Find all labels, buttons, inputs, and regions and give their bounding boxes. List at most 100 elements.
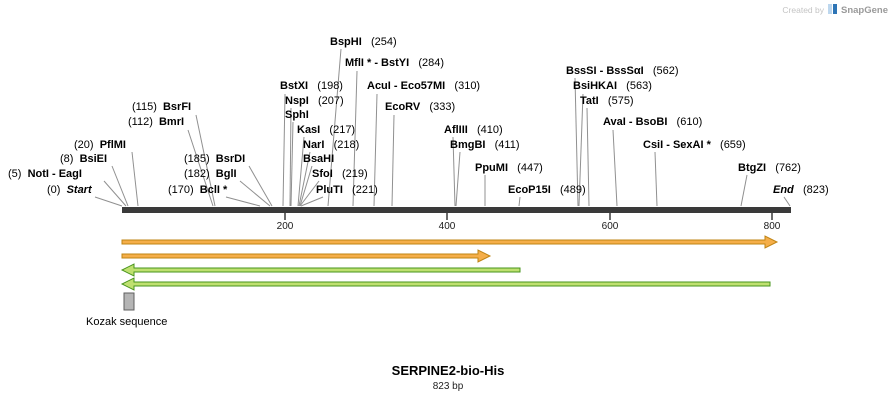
site-label-start[interactable]: (0) Start (47, 184, 92, 197)
leader-lines (94, 48, 791, 207)
leader-line (300, 196, 324, 207)
site-label-bstxi[interactable]: BstXI (198) (280, 80, 343, 93)
site-label-bsphi[interactable]: BspHI (254) (330, 36, 397, 49)
site-name: Start (66, 184, 92, 196)
leader-line (103, 180, 127, 207)
site-label-noti-eagi[interactable]: (5) NotI - EagI (8, 168, 82, 181)
site-label-mfli-bstyi[interactable]: MflI * - BstYI (284) (345, 57, 444, 70)
site-position: (575) (598, 95, 634, 107)
leader-line (391, 114, 395, 207)
site-label-bsssi-bsssai[interactable]: BssSI - BssSαI (562) (566, 65, 679, 78)
leader-line (455, 151, 461, 207)
site-name: PpuMI (475, 162, 508, 174)
leader-line (187, 129, 214, 207)
site-name: BsrDI (215, 153, 246, 165)
site-label-bsiei[interactable]: (8) BsiEI (60, 153, 107, 166)
leader-line (299, 165, 313, 207)
site-name: BssSI - BssSαI (566, 65, 644, 77)
site-position: (610) (667, 116, 703, 128)
leader-line (740, 174, 748, 207)
site-position: (659) (710, 139, 746, 151)
site-name: BmrI (158, 116, 185, 128)
site-label-acui-eco57mi[interactable]: AcuI - Eco57MI (310) (367, 80, 480, 93)
site-position: (562) (643, 65, 679, 77)
leader-line (654, 151, 658, 207)
site-label-bsahi[interactable]: BsaHI (303, 153, 334, 166)
site-position: (182) (184, 168, 216, 180)
leader-line (352, 70, 358, 207)
kozak-sequence-box[interactable] (123, 292, 135, 311)
site-name: EcoP15I (508, 184, 551, 196)
site-label-tati[interactable]: TatI (575) (580, 95, 634, 108)
site-position: (563) (617, 80, 652, 92)
feature-arrow-forward-2[interactable] (121, 249, 492, 263)
site-position: (254) (361, 36, 397, 48)
site-label-avai-bsobi[interactable]: AvaI - BsoBI (610) (603, 116, 702, 129)
site-label-ecorv[interactable]: EcoRV (333) (385, 101, 455, 114)
site-label-bcli[interactable]: (170) BclI * (168, 184, 227, 197)
site-name: NspI (285, 95, 309, 107)
leader-line (297, 136, 305, 207)
site-position: (762) (766, 162, 801, 174)
site-label-bmri[interactable]: (112) BmrI (128, 116, 184, 129)
leader-line (298, 151, 311, 207)
site-label-nari[interactable]: NarI (218) (303, 139, 359, 152)
site-label-bgli[interactable]: (182) BglI (184, 168, 237, 181)
site-position: (207) (308, 95, 344, 107)
site-name: BstXI (280, 80, 309, 92)
site-name: PluTI (316, 184, 343, 196)
sequence-bar[interactable] (122, 207, 791, 213)
site-label-sphi[interactable]: SphI (285, 109, 309, 122)
site-name: BclI * (199, 184, 228, 196)
site-name: KasI (297, 124, 321, 136)
site-name: EcoRV (385, 101, 421, 113)
site-position: (112) (128, 116, 159, 128)
feature-arrow-reverse-2[interactable] (120, 277, 771, 291)
site-position: (310) (445, 80, 481, 92)
site-position: (5) (8, 168, 28, 180)
site-name: BmgBI (450, 139, 486, 151)
leader-line (239, 180, 271, 207)
site-name: AcuI - Eco57MI (367, 80, 446, 92)
site-label-btgzi[interactable]: BtgZI (762) (738, 162, 801, 175)
ruler-label-800: 800 (763, 221, 781, 232)
leader-line (327, 48, 342, 207)
site-position: (20) (74, 139, 100, 151)
leader-line (574, 77, 579, 207)
site-label-bmgbi[interactable]: BmgBI (411) (450, 139, 519, 152)
sequence-title: SERPINE2-bio-His (391, 363, 505, 378)
sequence-length: 823 bp (432, 381, 464, 392)
site-name: SphI (285, 109, 309, 121)
site-name: AflIII (444, 124, 468, 136)
site-position: (410) (467, 124, 503, 136)
kozak-sequence-label[interactable]: Kozak sequence (86, 316, 168, 328)
feature-arrow-reverse-1[interactable] (120, 263, 521, 277)
site-position: (185) (184, 153, 216, 165)
site-label-end[interactable]: End (823) (773, 184, 829, 197)
site-position: (198) (308, 80, 343, 92)
leader-line (131, 151, 139, 207)
site-label-ppumi[interactable]: PpuMI (447) (475, 162, 543, 175)
site-name: NotI - EagI (27, 168, 82, 180)
site-label-pflmi[interactable]: (20) PflMI (74, 139, 126, 152)
leader-line (299, 180, 320, 207)
site-position: (823) (793, 184, 829, 196)
site-label-bsrfi[interactable]: (115) BsrFI (132, 101, 191, 114)
site-position: (170) (168, 184, 200, 196)
feature-arrow-forward-1[interactable] (121, 235, 779, 249)
leader-line (289, 107, 292, 207)
site-label-sfoi[interactable]: SfoI (219) (312, 168, 368, 181)
site-label-kasi[interactable]: KasI (217) (297, 124, 355, 137)
site-label-pluti[interactable]: PluTI (221) (316, 184, 378, 197)
site-label-nspi[interactable]: NspI (207) (285, 95, 344, 108)
site-position: (217) (320, 124, 356, 136)
site-label-bsrdi[interactable]: (185) BsrDI (184, 153, 245, 166)
site-label-afliii[interactable]: AflIII (410) (444, 124, 503, 137)
leader-line (452, 136, 456, 207)
site-label-ecop15i[interactable]: EcoP15I (489) (508, 184, 586, 197)
site-label-csii-sexai[interactable]: CsiI - SexAI * (659) (643, 139, 746, 152)
site-position: (0) (47, 184, 67, 196)
site-label-bsihkai[interactable]: BsiHKAI (563) (573, 80, 652, 93)
leader-line (612, 129, 618, 207)
